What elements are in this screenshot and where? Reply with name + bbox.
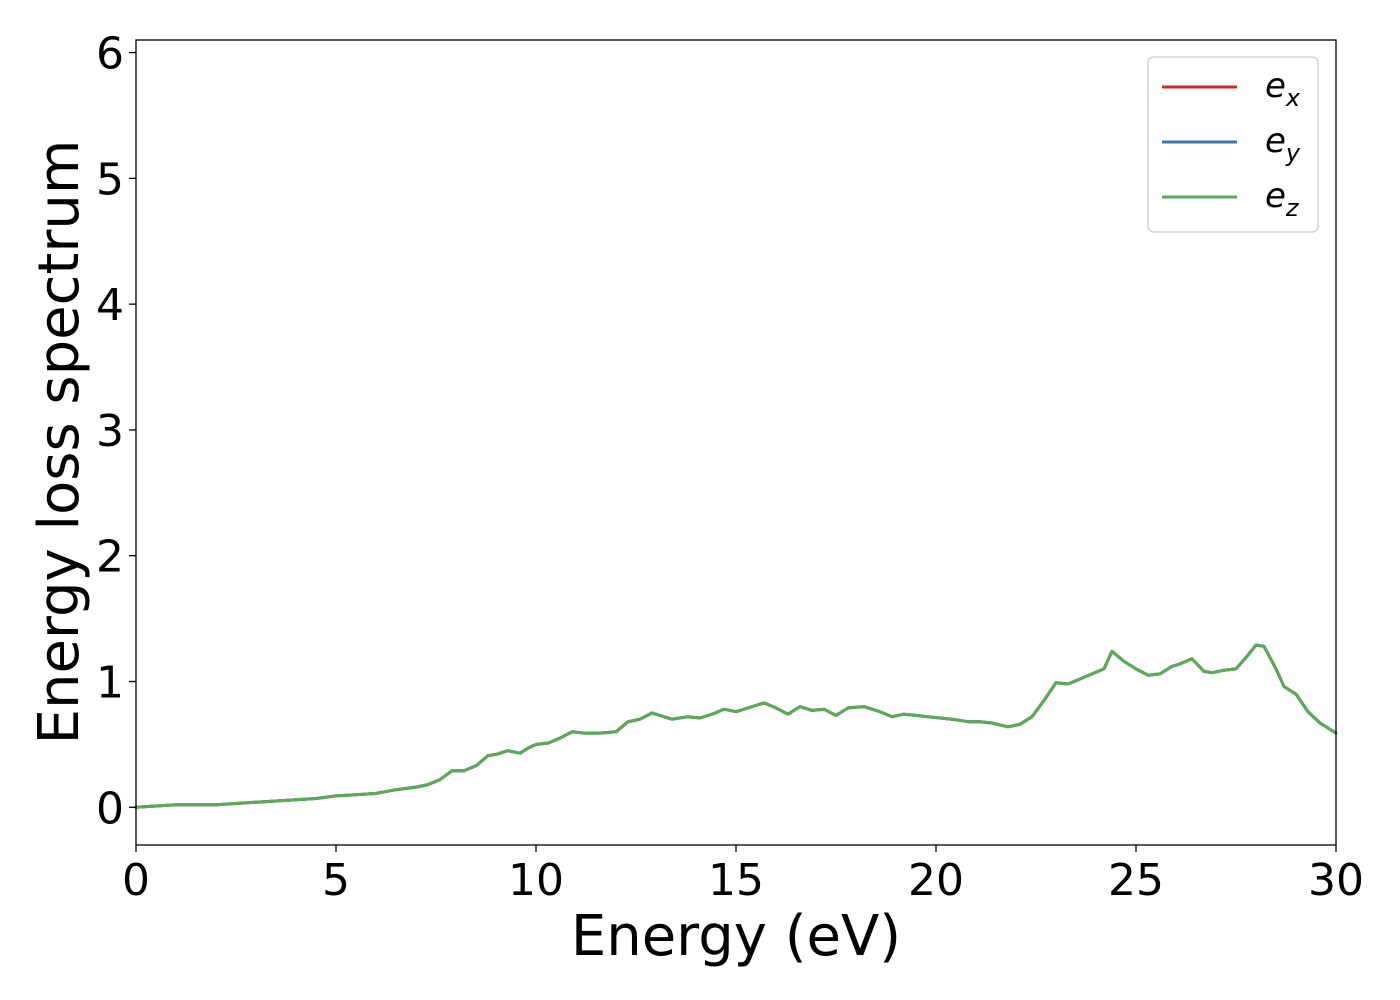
x-tick-label: 20 xyxy=(908,855,964,906)
y-tick-label: 1 xyxy=(96,657,124,708)
series-line-e-z xyxy=(134,643,1338,809)
x-tick-label: 10 xyxy=(508,855,564,906)
y-tick-label: 2 xyxy=(96,532,124,583)
y-tick-label: 0 xyxy=(96,783,124,834)
y-tick-label: 6 xyxy=(96,29,124,80)
y-axis-label: Energy loss spectrum xyxy=(27,140,92,745)
x-axis-label: Energy (eV) xyxy=(571,904,901,969)
series-line-e-x xyxy=(134,643,1338,809)
y-tick-label: 5 xyxy=(96,154,124,205)
x-tick-label: 5 xyxy=(322,855,350,906)
series-line-e-y xyxy=(134,643,1338,809)
legend-label-e-y: ey xyxy=(1265,121,1301,167)
y-tick-label: 4 xyxy=(96,280,124,331)
legend: ex ey ez xyxy=(1147,56,1319,233)
legend-label-e-z: ez xyxy=(1265,176,1300,222)
x-tick-label: 30 xyxy=(1308,855,1364,906)
x-tick-label: 0 xyxy=(122,855,150,906)
x-tick-label: 15 xyxy=(708,855,764,906)
y-tick-label: 3 xyxy=(96,406,124,457)
y-axis: 0 1 2 3 4 5 6 xyxy=(96,29,136,834)
legend-label-e-x: ex xyxy=(1265,66,1301,112)
series-layer xyxy=(134,643,1338,809)
legend-box xyxy=(1147,56,1319,233)
x-axis: 0 5 10 15 20 25 30 xyxy=(122,845,1364,906)
x-tick-label: 25 xyxy=(1108,855,1164,906)
